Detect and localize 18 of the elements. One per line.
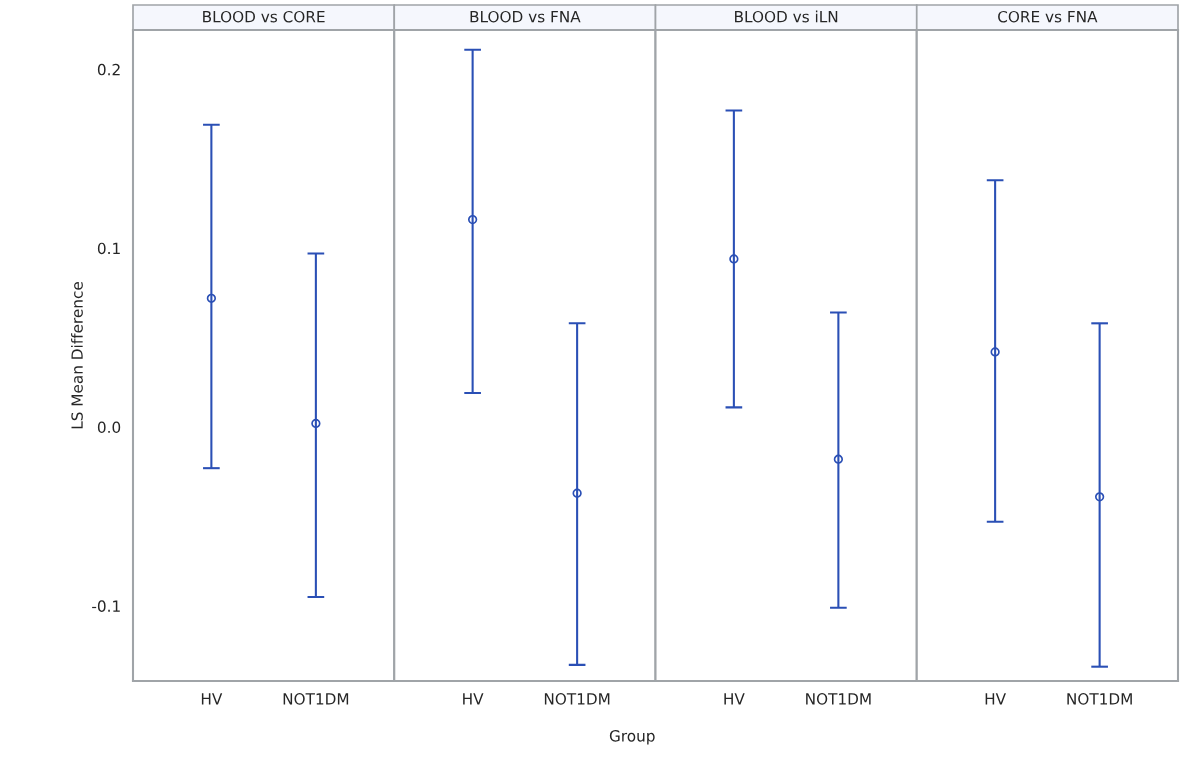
chart-title: BLOOD vs CORE <box>203 10 325 23</box>
x-tick-label: NOT1DM <box>544 693 610 705</box>
x-tick-label: HV <box>985 693 1006 705</box>
y-tick-label: -0.1 <box>92 600 120 612</box>
chart-title: CORE vs FNA <box>998 10 1098 23</box>
x-tick-label: HV <box>724 693 745 705</box>
x-tick-label: NOT1DM <box>283 693 349 705</box>
y-tick-label: 0.2 <box>97 63 120 76</box>
x-tick-label: HV <box>201 693 223 705</box>
chart-title: BLOOD vs FNA <box>470 10 581 23</box>
x-tick-label: NOT1DM <box>1067 693 1132 705</box>
y-tick-label: 0.0 <box>97 421 121 434</box>
y-tick-label: 0.1 <box>97 242 120 255</box>
chart-title: BLOOD vs iLN <box>735 10 838 23</box>
x-tick-label: NOT1DM <box>806 693 871 705</box>
x-tick-label: HV <box>463 693 484 705</box>
y-axis-title: LS Mean Difference <box>71 282 83 429</box>
x-axis-title: Group <box>609 730 655 745</box>
